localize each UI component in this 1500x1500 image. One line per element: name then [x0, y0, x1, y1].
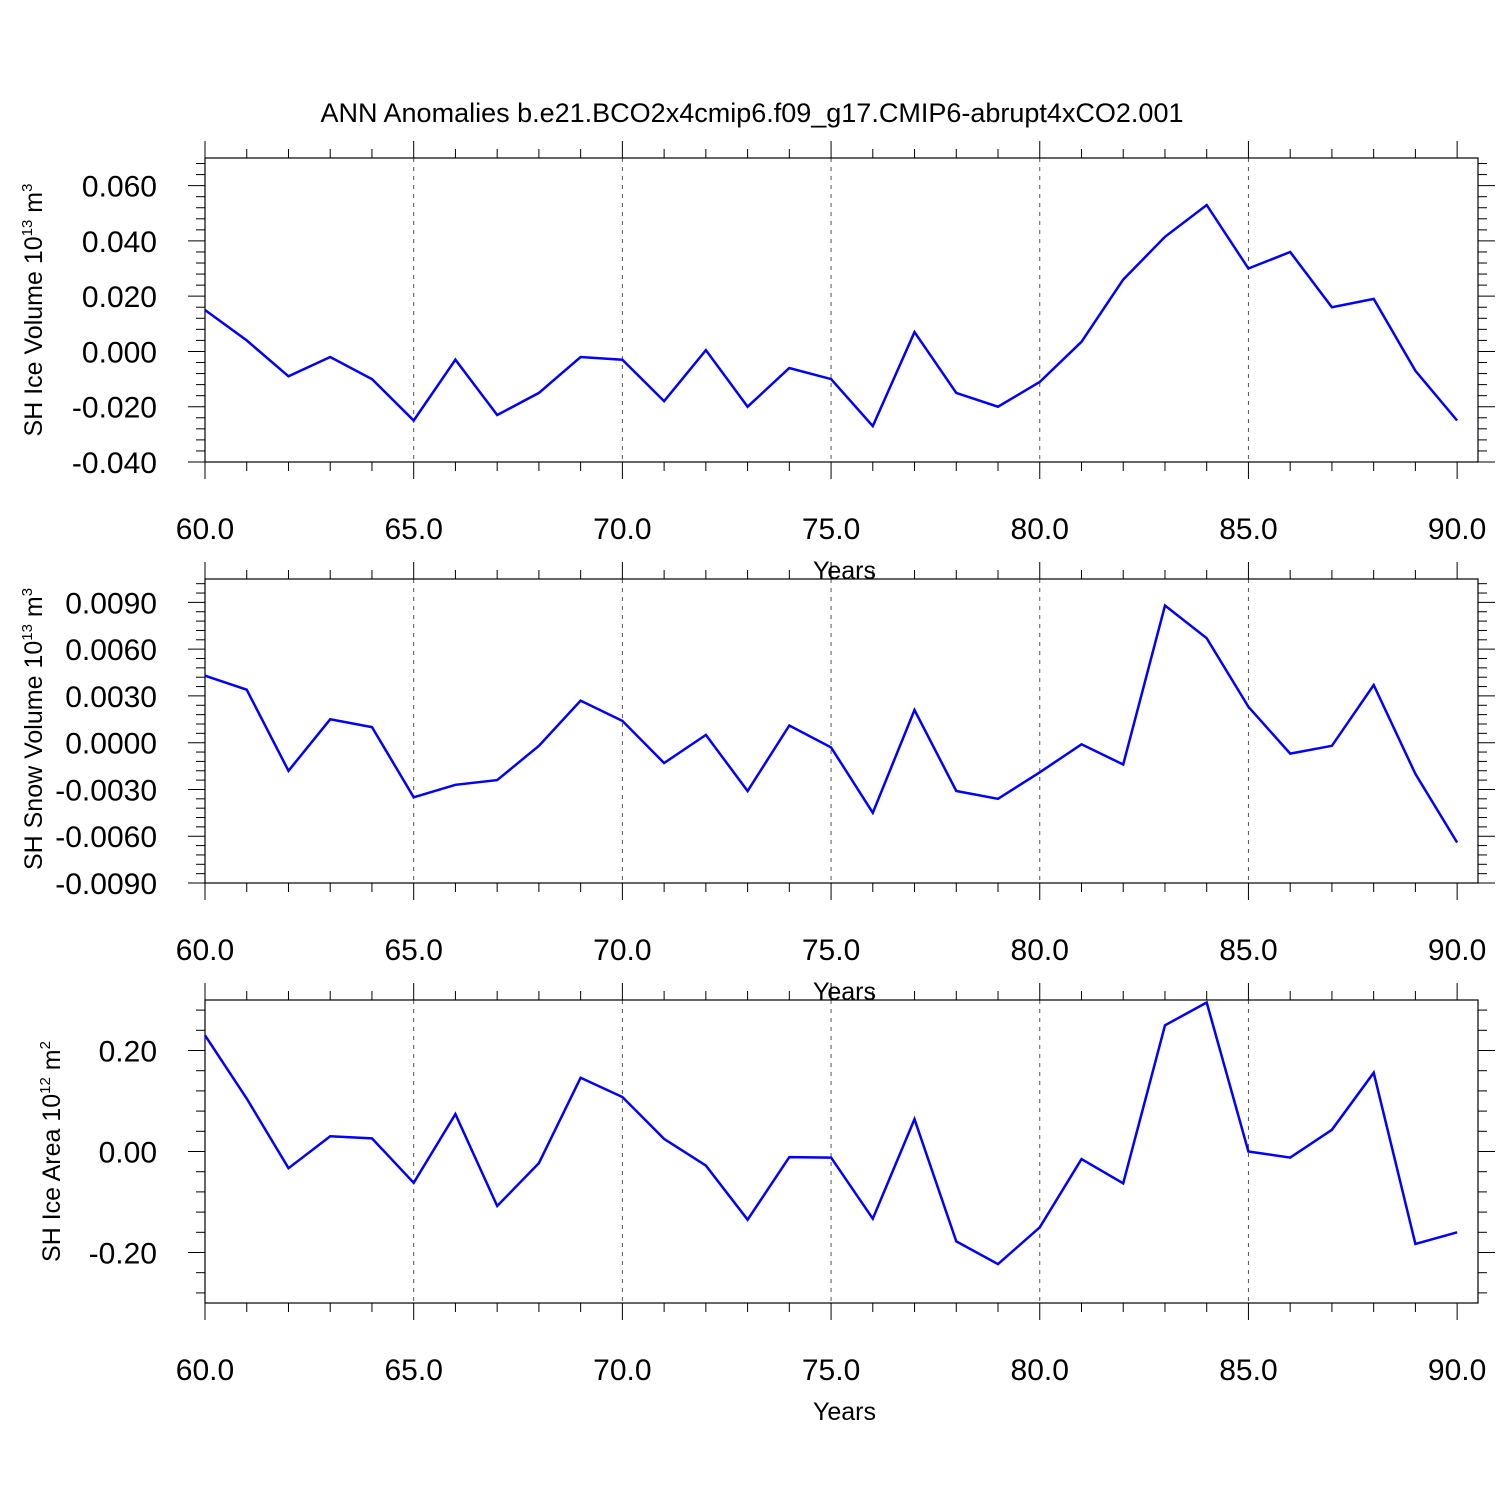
x-tick-label: 80.0 — [1011, 513, 1069, 546]
y-axis-label: SH Ice Volume 1013 m3 — [19, 184, 48, 437]
y-tick-label: -0.0030 — [55, 774, 157, 807]
y-axis-label-unit-exponent: 3 — [19, 588, 36, 596]
x-tick-label: 90.0 — [1428, 934, 1486, 967]
x-tick-label: 65.0 — [384, 1354, 442, 1387]
x-tick-label: 70.0 — [593, 934, 651, 967]
figure-title: ANN Anomalies b.e21.BCO2x4cmip6.f09_g17.… — [321, 98, 1184, 128]
x-tick-label: 60.0 — [176, 934, 234, 967]
plot-frame — [204, 157, 1479, 463]
x-tick-label: 70.0 — [593, 513, 651, 546]
y-tick-label: 0.20 — [99, 1036, 157, 1069]
x-tick-label: 60.0 — [176, 513, 234, 546]
y-tick-label: 0.00 — [99, 1137, 157, 1170]
y-tick-label: 0.020 — [82, 281, 157, 314]
x-tick-label: 90.0 — [1428, 513, 1486, 546]
x-axis-label: Years — [813, 1398, 876, 1426]
x-tick-label: 80.0 — [1011, 934, 1069, 967]
x-tick-label: 75.0 — [802, 513, 860, 546]
y-tick-label: -0.20 — [89, 1238, 157, 1271]
y-axis-label-text: SH Snow Volume 10 — [20, 641, 48, 870]
x-tick-label: 80.0 — [1011, 1354, 1069, 1387]
x-tick-label: 85.0 — [1219, 1354, 1277, 1387]
y-axis-label-text: SH Ice Volume 10 — [20, 236, 48, 436]
y-axis-label-exponent: 12 — [37, 1077, 54, 1094]
y-axis-label: SH Snow Volume 1013 m3 — [19, 588, 48, 870]
panel-1: 60.0 65.0 70.0 75.0 80.0 85.0 90.0 -0.040 -0.020… — [19, 141, 1495, 585]
y-tick-label: -0.040 — [72, 447, 157, 480]
y-tick-label: -0.020 — [72, 392, 157, 425]
x-tick-label: 75.0 — [802, 1354, 860, 1387]
y-axis-label-unit: m — [38, 1049, 66, 1077]
y-axis-label-exponent: 13 — [19, 220, 36, 237]
y-axis-label-unit-exponent: 3 — [19, 184, 36, 192]
x-tick-label: 85.0 — [1219, 513, 1277, 546]
y-axis-label-unit-exponent: 2 — [37, 1041, 54, 1049]
y-tick-label: 0.000 — [82, 336, 157, 369]
y-tick-label: 0.0030 — [65, 681, 157, 714]
x-tick-label: 70.0 — [593, 1354, 651, 1387]
y-tick-label: 0.060 — [82, 171, 157, 204]
y-axis-label: SH Ice Area 1012 m2 — [37, 1041, 66, 1262]
y-tick-label: 0.0090 — [65, 587, 157, 620]
panel-3: 60.0 65.0 70.0 75.0 80.0 85.0 90.0 -0.20 0.00 0.2… — [37, 983, 1495, 1426]
y-tick-label: 0.0000 — [65, 728, 157, 761]
y-axis-label-exponent: 13 — [19, 624, 36, 641]
plot-frame — [204, 578, 1479, 884]
y-tick-label: -0.0060 — [55, 821, 157, 854]
y-tick-label: 0.040 — [82, 226, 157, 259]
x-tick-label: 60.0 — [176, 1354, 234, 1387]
x-tick-label: 85.0 — [1219, 934, 1277, 967]
x-tick-label: 90.0 — [1428, 1354, 1486, 1387]
y-tick-label: -0.0090 — [55, 868, 157, 901]
y-tick-label: 0.0060 — [65, 634, 157, 667]
x-tick-label: 65.0 — [384, 934, 442, 967]
x-tick-label: 75.0 — [802, 934, 860, 967]
x-tick-label: 65.0 — [384, 513, 442, 546]
series-line — [203, 1000, 1458, 1266]
y-axis-label-unit: m — [20, 596, 48, 624]
y-axis-label-text: SH Ice Area 10 — [38, 1094, 66, 1262]
y-axis-label-unit: m — [20, 192, 48, 220]
plot-frame — [204, 999, 1479, 1304]
x-axis-label: Years — [813, 978, 876, 1006]
panel-2: 60.0 65.0 70.0 75.0 80.0 85.0 90.0 -0.0090 -0.00… — [19, 562, 1495, 1006]
x-axis-label: Years — [813, 557, 876, 585]
